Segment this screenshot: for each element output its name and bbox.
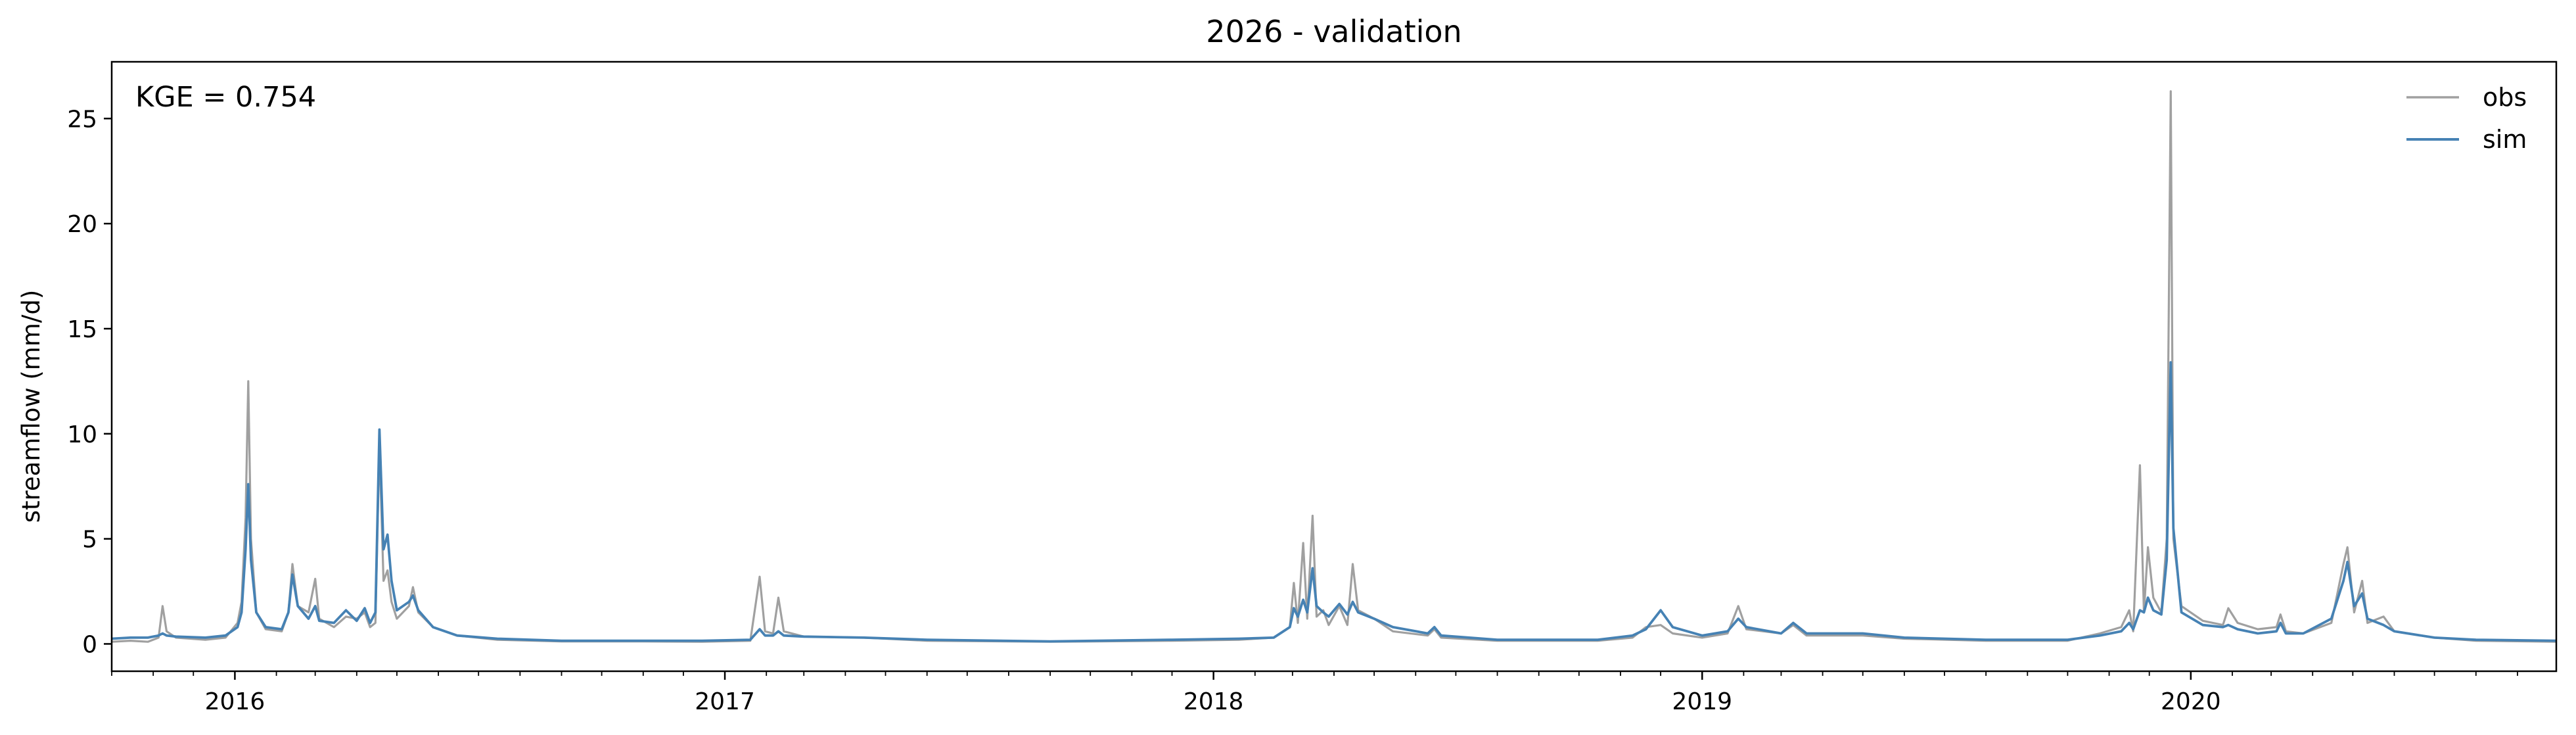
y-axis-label: streamflow (mm/d) — [17, 290, 45, 523]
y-tick-label: 20 — [67, 211, 97, 238]
series-layer — [112, 90, 2556, 643]
kge-annotation: KGE = 0.754 — [135, 81, 316, 114]
chart-title: 2026 - validation — [1206, 14, 1461, 49]
y-axis-ticks: 0 5 10 15 20 25 — [67, 106, 112, 658]
legend-label-sim: sim — [2483, 125, 2527, 154]
y-tick-label: 0 — [82, 631, 97, 658]
x-tick-label: 2017 — [695, 688, 755, 715]
y-tick-label: 15 — [67, 316, 97, 343]
legend-label-obs: obs — [2483, 83, 2527, 112]
x-tick-label: 2018 — [1184, 688, 1244, 715]
x-axis-ticks: 2016 2017 2018 2019 2020 — [111, 671, 2518, 715]
y-tick-label: 25 — [67, 106, 97, 133]
y-tick-label: 5 — [82, 527, 97, 554]
x-tick-label: 2016 — [205, 688, 265, 715]
series-line-sim — [112, 361, 2556, 643]
plot-frame — [110, 60, 2558, 673]
legend: obs sim — [2406, 83, 2527, 154]
y-tick-label: 10 — [67, 421, 97, 448]
x-tick-label: 2019 — [1672, 688, 1732, 715]
x-tick-label: 2020 — [2161, 688, 2221, 715]
